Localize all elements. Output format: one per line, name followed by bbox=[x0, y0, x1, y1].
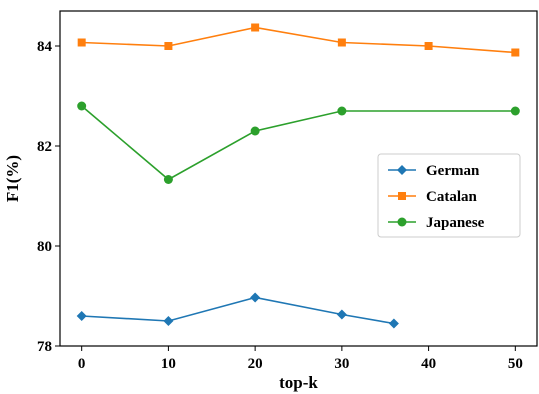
legend: German Catalan Japanese bbox=[377, 153, 521, 238]
x-tick-label: 40 bbox=[421, 356, 436, 372]
x-axis: 0 10 20 30 40 50 bbox=[78, 346, 523, 372]
legend-label-german: German bbox=[426, 163, 480, 179]
y-axis-label: F1(%) bbox=[3, 155, 22, 202]
data-point-catalan bbox=[511, 48, 520, 57]
series-japanese bbox=[77, 101, 520, 184]
data-point-catalan bbox=[77, 38, 86, 47]
data-point-catalan bbox=[424, 42, 433, 50]
data-point-japanese bbox=[510, 106, 520, 116]
plot-area bbox=[76, 23, 520, 329]
data-point-catalan bbox=[251, 23, 260, 32]
legend-label-catalan: Catalan bbox=[426, 189, 477, 205]
data-point-german bbox=[336, 309, 347, 320]
x-tick-label: 30 bbox=[334, 356, 349, 372]
data-point-german bbox=[250, 292, 261, 303]
data-point-japanese bbox=[250, 126, 260, 136]
series-german bbox=[76, 292, 399, 329]
axes-frame bbox=[59, 10, 538, 347]
x-tick-label: 50 bbox=[508, 356, 523, 372]
series-line-catalan bbox=[81, 26, 516, 54]
y-tick-label: 80 bbox=[37, 239, 52, 255]
x-tick-label: 20 bbox=[248, 356, 263, 372]
legend-box bbox=[377, 153, 521, 238]
y-axis: 78 80 82 84 bbox=[37, 39, 60, 355]
data-point-japanese bbox=[77, 101, 87, 111]
legend-marker-german bbox=[397, 165, 407, 175]
y-tick-label: 78 bbox=[37, 339, 52, 355]
legend-marker-catalan bbox=[398, 192, 406, 200]
x-tick-label: 10 bbox=[161, 356, 176, 372]
series-line-german bbox=[81, 296, 395, 325]
data-point-german bbox=[163, 316, 174, 326]
data-point-catalan bbox=[164, 42, 173, 50]
x-tick-label: 0 bbox=[78, 356, 86, 372]
data-point-german bbox=[76, 311, 87, 321]
x-axis-label: top-k bbox=[279, 373, 318, 392]
legend-marker-japanese bbox=[397, 217, 407, 227]
data-point-catalan bbox=[337, 38, 346, 47]
series-catalan bbox=[77, 23, 520, 57]
data-point-japanese bbox=[163, 175, 173, 184]
legend-label-japanese: Japanese bbox=[426, 215, 485, 231]
y-tick-label: 84 bbox=[37, 39, 53, 55]
data-point-japanese bbox=[337, 106, 347, 116]
data-point-german bbox=[388, 318, 399, 329]
y-tick-label: 82 bbox=[37, 139, 52, 155]
